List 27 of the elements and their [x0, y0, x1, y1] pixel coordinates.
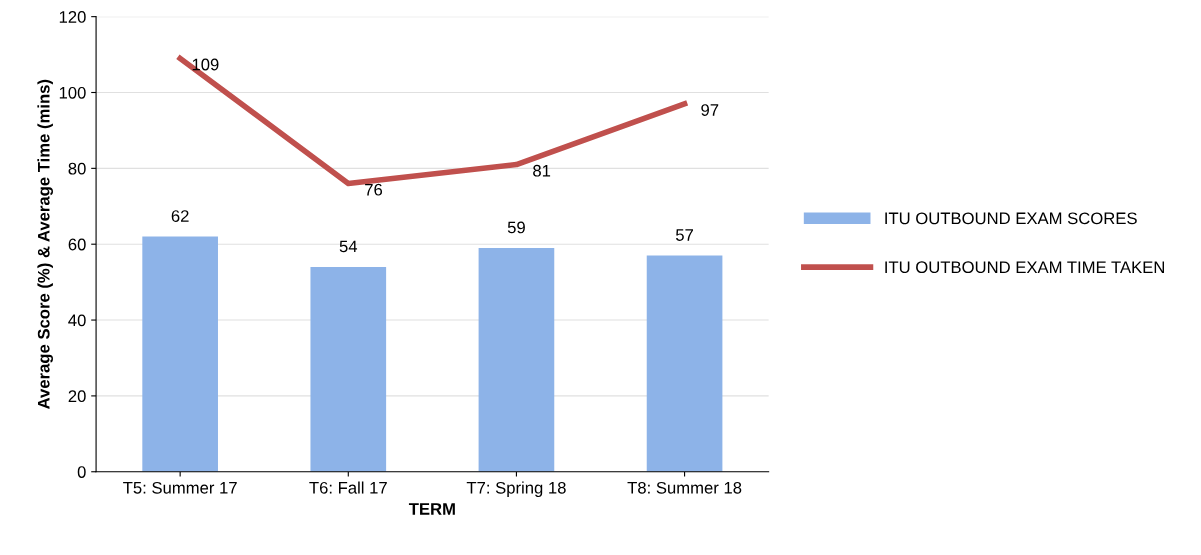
- data-label: 97: [701, 104, 719, 116]
- x-tick-label: T5: Summer 17: [123, 481, 237, 494]
- data-label: 57: [675, 229, 693, 241]
- bar: [646, 255, 723, 472]
- bar: [310, 266, 387, 472]
- x-axis-title: TERM: [408, 503, 455, 515]
- x-tick-label: T6: Fall 17: [309, 481, 387, 494]
- x-tick-label: T7: Spring 18: [466, 481, 566, 498]
- y-tick-label: 100: [59, 86, 86, 99]
- data-label: 62: [171, 210, 189, 222]
- data-label: 76: [365, 183, 383, 196]
- y-tick-label: 80: [68, 162, 86, 175]
- data-label: 54: [339, 240, 358, 253]
- y-tick-label: 60: [68, 238, 86, 251]
- bar: [478, 247, 555, 472]
- legend-label: ITU OUTBOUND EXAM SCORES: [885, 212, 1137, 225]
- legend-label: ITU OUTBOUND EXAM TIME TAKEN: [885, 261, 1164, 274]
- y-tick-label: 0: [77, 466, 86, 478]
- y-tick-label: 40: [68, 314, 86, 327]
- bar: [142, 236, 218, 472]
- data-label: 81: [533, 164, 551, 177]
- data-label: 109: [192, 58, 219, 71]
- y-axis-title: Average Score (%) & Average Time (mins): [37, 79, 53, 409]
- data-label: 59: [507, 221, 525, 234]
- y-tick-label: 120: [59, 11, 86, 23]
- y-tick-label: 20: [68, 390, 86, 403]
- x-tick-label: T8: Summer 18: [627, 481, 742, 494]
